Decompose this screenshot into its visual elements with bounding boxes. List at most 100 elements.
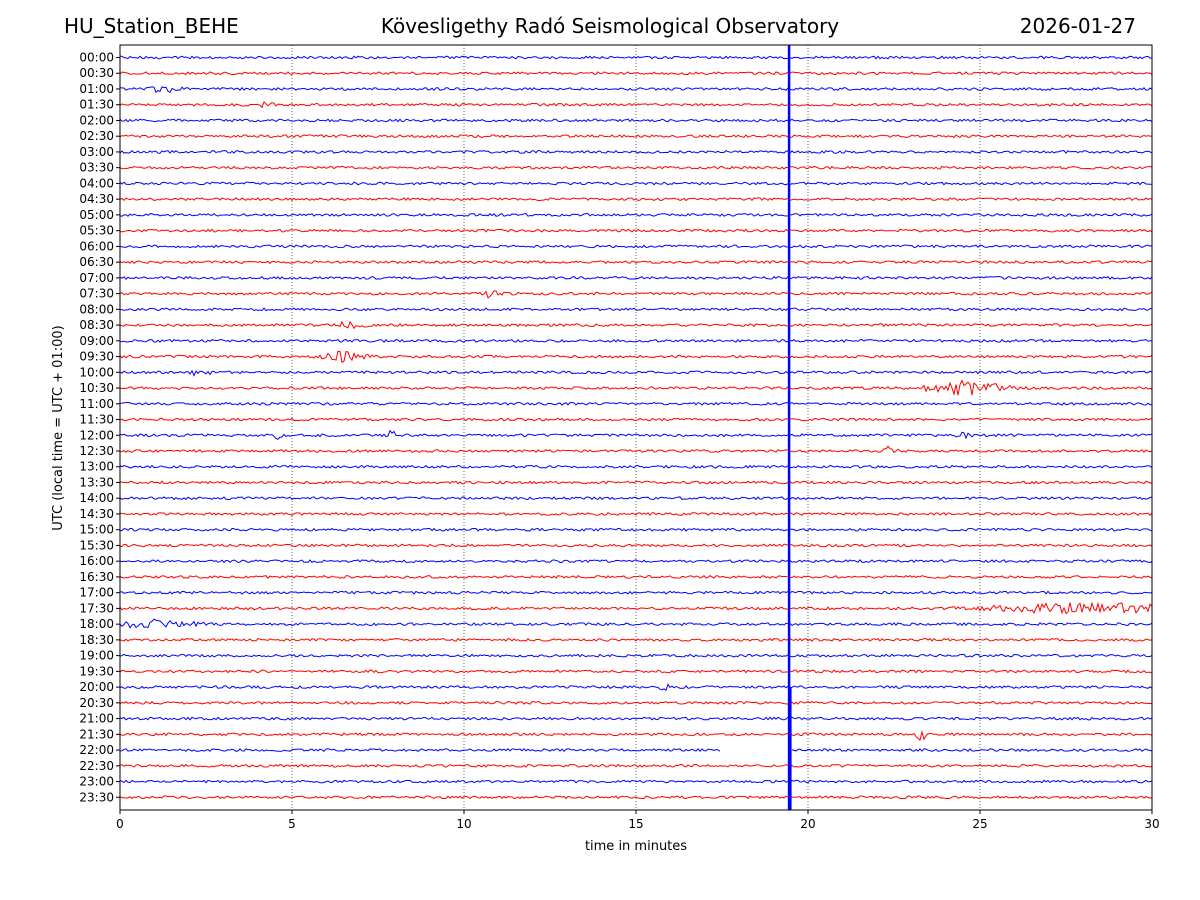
trace-0900: [119, 338, 1152, 343]
y-tick-label: 16:30: [79, 570, 114, 584]
x-tick-label: 10: [456, 817, 471, 831]
y-tick-label: 05:30: [79, 224, 114, 238]
trace-0530: [119, 228, 1153, 233]
y-tick-label: 10:30: [79, 381, 114, 395]
x-axis: 0 5 10 15 20 25 30: [116, 810, 1160, 831]
trace-0830: [119, 320, 1153, 330]
y-tick-label: 19:00: [79, 649, 114, 663]
seismic-traces: [119, 55, 1153, 800]
x-tick-label: 15: [628, 817, 643, 831]
trace-0430: [119, 197, 1153, 202]
trace-2200: [119, 747, 1153, 753]
x-tick-label: 20: [800, 817, 815, 831]
trace-0600: [119, 244, 1153, 249]
y-tick-label: 05:00: [79, 208, 114, 222]
vertical-event-line: [787, 45, 792, 810]
y-tick-label: 04:30: [79, 192, 114, 206]
trace-1200: [119, 429, 1153, 440]
trace-1300: [119, 464, 1153, 469]
trace-1600: [119, 559, 1153, 564]
y-tick-label: 22:00: [79, 743, 114, 757]
trace-0800: [119, 307, 1153, 312]
y-tick-label: 11:00: [79, 397, 114, 411]
trace-1800: [119, 618, 1153, 629]
trace-0230: [119, 134, 1153, 139]
x-tick-label: 30: [1144, 817, 1159, 831]
y-tick-label: 07:30: [79, 287, 114, 301]
y-tick-label: 02:30: [79, 129, 114, 143]
y-tick-label: 09:30: [79, 350, 114, 364]
trace-1730: [119, 601, 1153, 615]
grid-lines: [291, 45, 981, 810]
trace-2330: [119, 795, 1153, 800]
y-tick-label: 16:00: [79, 554, 114, 568]
trace-0500: [119, 212, 1153, 217]
station-name: HU_Station_BEHE: [64, 14, 239, 38]
trace-1030: [119, 379, 1153, 397]
trace-2000: [119, 683, 1153, 691]
y-tick-label: 20:00: [79, 680, 114, 694]
y-tick-label: 13:30: [79, 475, 114, 489]
trace-2100: [119, 716, 1153, 721]
trace-2300: [119, 779, 1153, 784]
trace-0200: [119, 118, 1153, 123]
y-tick-label: 14:00: [79, 491, 114, 505]
y-tick-label: 06:00: [79, 239, 114, 253]
trace-2130: [119, 730, 1153, 742]
chart-date: 2026-01-27: [1019, 14, 1136, 38]
y-tick-label: 03:30: [79, 161, 114, 175]
trace-0030: [119, 71, 1153, 76]
y-tick-label: 12:30: [79, 444, 114, 458]
trace-0130: [119, 101, 1153, 109]
trace-1100: [119, 401, 1153, 406]
trace-1900: [119, 653, 1153, 658]
trace-0630: [119, 260, 1153, 265]
y-tick-label: 20:30: [79, 696, 114, 710]
y-tick-label: 08:30: [79, 318, 114, 332]
y-tick-label: 08:00: [79, 302, 114, 316]
y-tick-label: 07:00: [79, 271, 114, 285]
y-axis-label: UTC (local time = UTC + 01:00): [51, 325, 66, 530]
y-tick-label: 03:00: [79, 145, 114, 159]
y-tick-label: 01:00: [79, 82, 114, 96]
trace-0930: [119, 350, 1153, 363]
y-tick-label: 00:00: [79, 51, 114, 65]
trace-0100: [119, 86, 1153, 94]
x-tick-label: 5: [288, 817, 296, 831]
trace-1000: [119, 369, 1153, 377]
y-tick-label: 23:30: [79, 790, 114, 804]
y-tick-label: 06:30: [79, 255, 114, 269]
y-tick-label: 18:00: [79, 617, 114, 631]
trace-0730: [119, 290, 1153, 299]
trace-0000: [119, 55, 1153, 60]
trace-1430: [119, 511, 1153, 517]
y-tick-label: 11:30: [79, 413, 114, 427]
y-tick-label: 04:00: [79, 176, 114, 190]
trace-1400: [119, 496, 1153, 501]
y-tick-label: 17:00: [79, 586, 114, 600]
y-tick-label: 00:30: [79, 66, 114, 80]
trace-1700: [119, 590, 1153, 595]
y-tick-label: 18:30: [79, 633, 114, 647]
x-tick-label: 0: [116, 817, 124, 831]
y-tick-label: 10:00: [79, 365, 114, 379]
trace-0330: [119, 165, 1153, 170]
y-tick-label: 14:30: [79, 507, 114, 521]
trace-1930: [119, 669, 1153, 674]
x-tick-label: 25: [972, 817, 987, 831]
y-tick-label: 02:00: [79, 113, 114, 127]
y-tick-label: 21:30: [79, 727, 114, 741]
y-tick-label: 23:00: [79, 775, 114, 789]
x-axis-label: time in minutes: [585, 839, 687, 854]
y-tick-label: 19:30: [79, 664, 114, 678]
trace-1530: [119, 543, 1153, 548]
y-tick-label: 17:30: [79, 601, 114, 615]
y-tick-label: 21:00: [79, 712, 114, 726]
trace-1330: [119, 480, 1153, 485]
trace-0400: [119, 181, 1153, 186]
trace-1230: [119, 445, 1153, 454]
trace-0300: [119, 149, 1153, 154]
y-tick-label: 22:30: [79, 759, 114, 773]
